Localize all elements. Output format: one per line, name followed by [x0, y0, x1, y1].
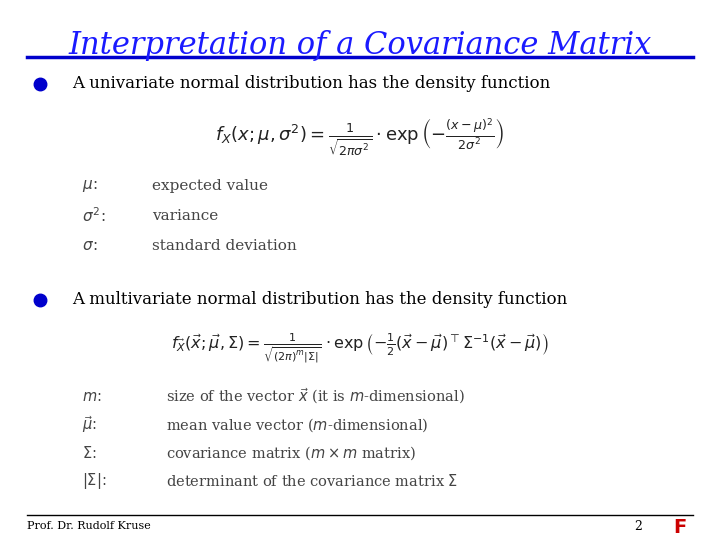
Text: A multivariate normal distribution has the density function: A multivariate normal distribution has t… [72, 291, 567, 308]
Text: variance: variance [152, 209, 218, 223]
Text: covariance matrix ($m \times m$ matrix): covariance matrix ($m \times m$ matrix) [166, 444, 415, 462]
Text: $f_X(x;\mu, \sigma^2) = \frac{1}{\sqrt{2\pi\sigma^2}} \cdot \exp\left(-\frac{(x-: $f_X(x;\mu, \sigma^2) = \frac{1}{\sqrt{2… [215, 117, 505, 159]
Text: $\sigma^2\!:$: $\sigma^2\!:$ [82, 206, 106, 225]
Text: $\mathbf{F}$: $\mathbf{F}$ [673, 518, 686, 537]
Text: mean value vector ($m$-dimensional): mean value vector ($m$-dimensional) [166, 416, 428, 434]
Text: expected value: expected value [152, 179, 268, 193]
Text: $\sigma\!:$: $\sigma\!:$ [82, 239, 98, 253]
Text: $\mu\!:$: $\mu\!:$ [82, 178, 98, 194]
Text: Interpretation of a Covariance Matrix: Interpretation of a Covariance Matrix [68, 30, 652, 60]
Text: $\Sigma\!:$: $\Sigma\!:$ [82, 445, 97, 461]
Text: standard deviation: standard deviation [152, 239, 297, 253]
Text: $\vec{\mu}\!:$: $\vec{\mu}\!:$ [82, 414, 97, 435]
Text: determinant of the covariance matrix $\Sigma$: determinant of the covariance matrix $\S… [166, 473, 458, 489]
Text: $m\!:$: $m\!:$ [82, 390, 102, 403]
Text: size of the vector $\vec{x}$ (it is $m$-dimensional): size of the vector $\vec{x}$ (it is $m$-… [166, 387, 464, 407]
Text: 2: 2 [634, 519, 642, 532]
Text: Prof. Dr. Rudolf Kruse: Prof. Dr. Rudolf Kruse [27, 521, 150, 531]
Text: $|\Sigma|\!:$: $|\Sigma|\!:$ [82, 471, 107, 491]
Text: $f_{\vec{X}}(\vec{x};\vec{\mu}, \Sigma) = \frac{1}{\sqrt{(2\pi)^m|\Sigma|}} \cdo: $f_{\vec{X}}(\vec{x};\vec{\mu}, \Sigma) … [171, 331, 549, 365]
Text: A univariate normal distribution has the density function: A univariate normal distribution has the… [72, 75, 550, 92]
